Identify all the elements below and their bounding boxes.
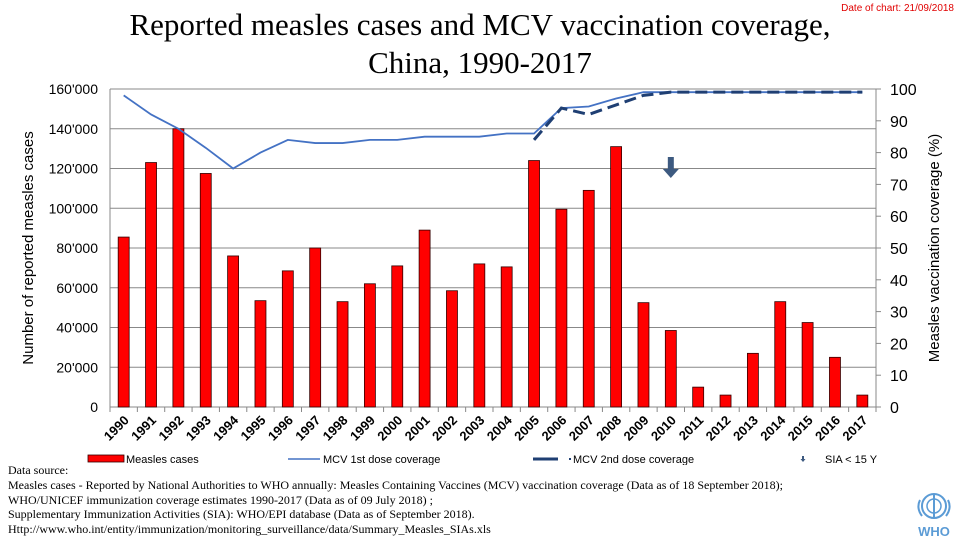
source-line: WHO/UNICEF immunization coverage estimat… xyxy=(8,493,783,508)
chart: 0 20'000 40'000 60'000 80'000 100'000 120'000 1… xyxy=(0,0,960,465)
y-tick-label: 60'000 xyxy=(56,280,98,296)
y-tick-label: 40'000 xyxy=(56,320,98,336)
bar-1993 xyxy=(200,173,211,407)
y-tick-label: 80'000 xyxy=(56,240,98,256)
who-logo: WHO xyxy=(912,490,956,543)
x-tick-label: 2009 xyxy=(621,413,652,444)
y2-tick-label: 100 xyxy=(890,82,917,99)
bar-2012 xyxy=(720,395,731,407)
bar-1997 xyxy=(310,248,321,407)
y-tick-label: 140'000 xyxy=(49,121,99,137)
bar-2006 xyxy=(556,209,567,407)
x-tick-label: 1992 xyxy=(155,413,186,444)
bar-2013 xyxy=(747,353,758,407)
bar-2014 xyxy=(775,302,786,407)
bar-2002 xyxy=(446,291,457,407)
bar-1991 xyxy=(146,163,157,407)
x-tick-label: 2010 xyxy=(648,413,679,444)
bar-1999 xyxy=(364,284,375,407)
x-tick-label: 1998 xyxy=(320,413,351,444)
source-line: Data source: xyxy=(8,463,783,478)
x-tick-label: 2004 xyxy=(484,412,516,444)
bar-2009 xyxy=(638,303,649,407)
y2-tick-label: 50 xyxy=(890,241,908,258)
x-tick-label: 2001 xyxy=(402,413,433,444)
bar-2015 xyxy=(802,323,813,407)
legend-label-sia: SIA < 15 Y xyxy=(825,454,878,465)
bar-2017 xyxy=(857,395,868,407)
x-tick-label: 2008 xyxy=(593,413,624,444)
legend-marker-mcv2 xyxy=(569,458,571,460)
data-sources: Data source: Measles cases - Reported by… xyxy=(8,463,783,537)
bar-2003 xyxy=(474,264,485,407)
x-tick-label: 2007 xyxy=(566,413,597,444)
x-tick-label: 2014 xyxy=(757,412,789,444)
bar-2000 xyxy=(392,266,403,407)
x-tick-label: 1999 xyxy=(347,413,378,444)
y2-tick-label: 0 xyxy=(890,400,899,417)
bar-2016 xyxy=(829,357,840,407)
x-tick-label: 2011 xyxy=(676,413,707,444)
x-tick-label: 2003 xyxy=(456,413,487,444)
y2-tick-label: 70 xyxy=(890,177,908,194)
mcv1-line xyxy=(124,92,863,168)
x-tick-label: 1994 xyxy=(210,412,242,444)
y-axis-title: Number of reported measles cases xyxy=(20,131,37,364)
y2-tick-label: 60 xyxy=(890,209,908,226)
bar-2010 xyxy=(665,330,676,407)
y2-tick-label: 40 xyxy=(890,273,908,290)
y2-tick-label: 90 xyxy=(890,114,908,131)
x-tick-label: 2013 xyxy=(730,413,761,444)
source-line: Supplementary Immunization Activities (S… xyxy=(8,507,783,522)
x-tick-label: 2000 xyxy=(374,413,405,444)
bar-2011 xyxy=(693,387,704,407)
y2-tick-label: 20 xyxy=(890,336,908,353)
svg-text:WHO: WHO xyxy=(918,524,950,538)
legend-swatch-measles xyxy=(88,455,124,462)
x-tick-label: 2012 xyxy=(703,413,734,444)
x-tick-label: 2002 xyxy=(429,413,460,444)
y-tick-label: 160'000 xyxy=(49,81,99,97)
mcv2-line xyxy=(534,92,862,140)
x-tick-label: 2016 xyxy=(812,413,843,444)
bar-1990 xyxy=(118,237,129,407)
sia-arrow-icon xyxy=(663,157,679,178)
y2-axis-title: Measles vaccination coverage (%) xyxy=(926,134,943,362)
bar-1994 xyxy=(228,256,239,407)
y2-tick-label: 10 xyxy=(890,368,908,385)
x-tick-label: 1991 xyxy=(128,413,159,444)
source-line: Http://www.who.int/entity/immunization/m… xyxy=(8,522,783,537)
x-tick-label: 1990 xyxy=(101,413,132,444)
x-tick-label: 2005 xyxy=(511,413,542,444)
bar-1995 xyxy=(255,301,266,407)
bar-1996 xyxy=(282,271,293,407)
legend-swatch-sia-icon xyxy=(801,456,806,462)
source-line: Measles cases - Reported by National Aut… xyxy=(8,478,783,493)
x-tick-label: 2017 xyxy=(839,413,870,444)
bar-2001 xyxy=(419,230,430,407)
x-tick-label: 1997 xyxy=(292,413,323,444)
y-tick-label: 20'000 xyxy=(56,359,98,375)
bar-1998 xyxy=(337,302,348,407)
x-tick-label: 1995 xyxy=(238,413,269,444)
x-tick-label: 2015 xyxy=(785,413,816,444)
x-tick-label: 1996 xyxy=(265,413,296,444)
bar-1992 xyxy=(173,129,184,407)
y2-tick-label: 80 xyxy=(890,146,908,163)
x-tick-label: 1993 xyxy=(183,413,214,444)
bar-2004 xyxy=(501,267,512,407)
bar-2005 xyxy=(529,161,540,407)
y-tick-label: 100'000 xyxy=(49,200,99,216)
bar-2008 xyxy=(611,147,622,407)
y-tick-label: 120'000 xyxy=(49,161,99,177)
x-tick-label: 2006 xyxy=(538,413,569,444)
y-tick-label: 0 xyxy=(90,399,98,415)
y2-tick-label: 30 xyxy=(890,305,908,322)
bar-2007 xyxy=(583,190,594,407)
